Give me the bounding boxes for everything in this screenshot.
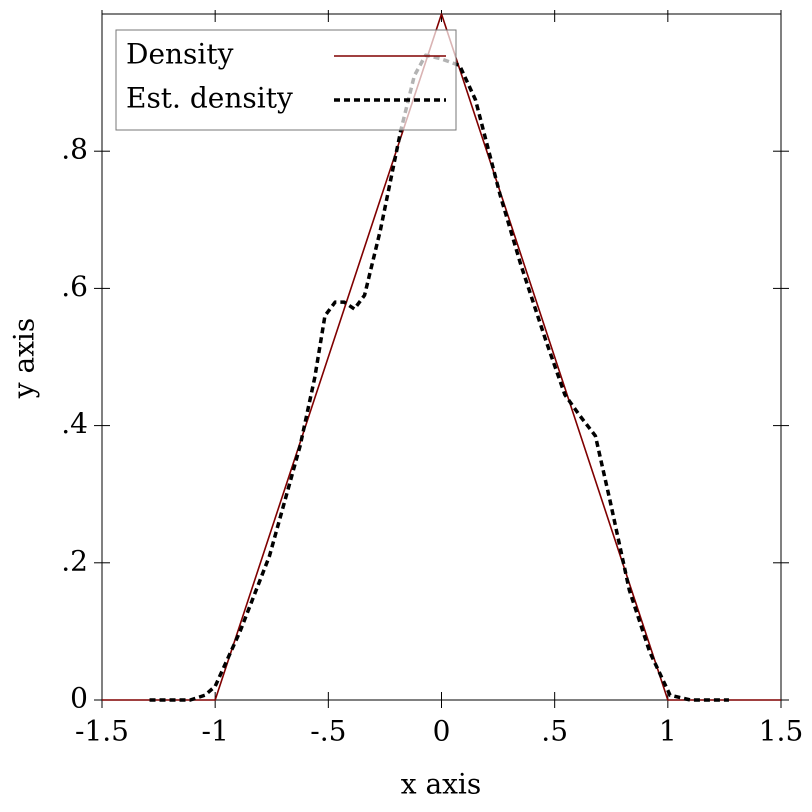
legend-label: Density bbox=[126, 38, 234, 71]
legend: Density Est. density bbox=[115, 29, 457, 131]
y-tick-label: .2 bbox=[61, 544, 88, 577]
legend-box bbox=[115, 29, 457, 131]
x-tick-label: -1 bbox=[202, 715, 229, 748]
y-tick-label: .6 bbox=[61, 270, 88, 303]
x-tick-label: -1.5 bbox=[75, 715, 129, 748]
y-tick-label: 0 bbox=[70, 682, 88, 715]
x-tick-label: 1.5 bbox=[759, 715, 804, 748]
x-tick-label: 1 bbox=[659, 715, 677, 748]
y-tick-label: .4 bbox=[61, 407, 88, 440]
x-axis-label: x axis bbox=[401, 768, 482, 801]
x-tick-label: 0 bbox=[433, 715, 451, 748]
y-tick-label: .8 bbox=[61, 133, 88, 166]
y-axis-label: y axis bbox=[8, 318, 41, 400]
series-line bbox=[149, 53, 729, 702]
x-tick-label: -.5 bbox=[310, 715, 346, 748]
x-tick-label: .5 bbox=[541, 715, 568, 748]
legend-label: Est. density bbox=[126, 82, 293, 115]
